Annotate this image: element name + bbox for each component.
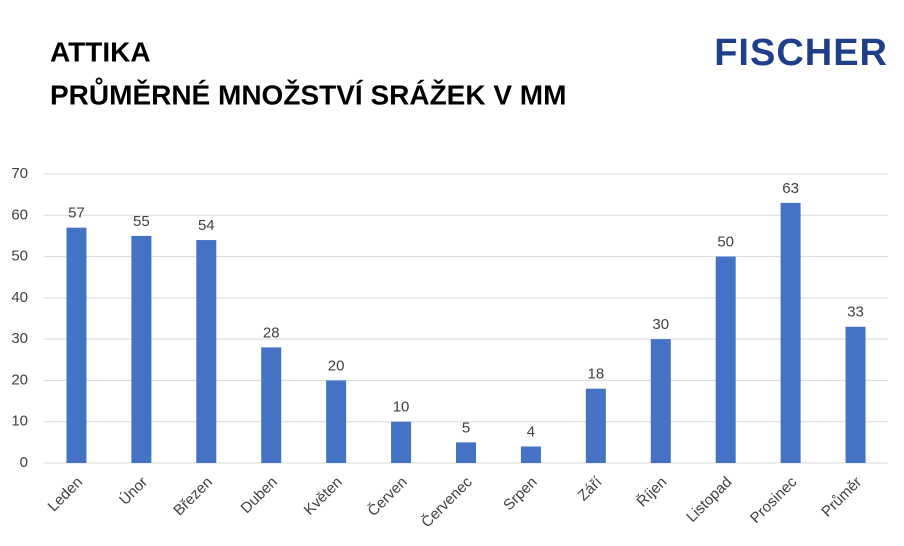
bar <box>456 442 476 463</box>
chart-subtitle: PRŮMĚRNÉ MNOŽSTVÍ SRÁŽEK V MM <box>50 77 566 110</box>
y-tick-label: 30 <box>11 330 28 347</box>
bar <box>715 256 736 463</box>
x-tick-label: Duben <box>238 474 281 517</box>
x-tick-label: Leden <box>45 474 87 516</box>
y-tick-label: 10 <box>11 413 28 430</box>
x-tick-label: Průměr <box>818 474 865 521</box>
logo: FISCHER <box>714 32 888 74</box>
chart-title: ATTIKA <box>50 36 151 67</box>
x-tick-label: Srpen <box>500 474 540 514</box>
data-label: 28 <box>263 324 280 341</box>
bar <box>66 227 87 463</box>
data-label: 54 <box>198 217 215 234</box>
data-label: 57 <box>68 205 85 222</box>
y-tick-label: 70 <box>11 165 28 182</box>
data-label: 10 <box>393 399 410 416</box>
data-label: 5 <box>462 419 470 436</box>
bar <box>585 388 606 463</box>
bar <box>131 235 152 463</box>
bar <box>261 347 282 463</box>
x-tick-label: Květen <box>301 474 346 519</box>
y-tick-label: 0 <box>20 454 28 471</box>
data-label: 63 <box>782 180 799 197</box>
bar <box>650 339 671 463</box>
bar <box>391 421 412 463</box>
bar <box>196 240 217 463</box>
y-tick-label: 20 <box>11 371 28 388</box>
data-label: 30 <box>652 316 669 333</box>
data-label: 20 <box>328 357 345 374</box>
bar <box>780 202 801 463</box>
x-tick-label: Únor <box>116 474 151 509</box>
x-tick-label: Listopad <box>683 474 735 526</box>
data-label: 50 <box>717 234 734 251</box>
x-tick-label: Říjen <box>634 474 671 511</box>
bar <box>520 446 541 463</box>
data-label: 18 <box>588 366 605 383</box>
data-label: 33 <box>847 304 864 321</box>
y-tick-label: 50 <box>11 248 28 265</box>
bar <box>845 326 866 463</box>
y-tick-label: 40 <box>11 289 28 306</box>
x-tick-label: Červenec <box>418 473 476 531</box>
data-label: 4 <box>527 423 535 440</box>
data-label: 55 <box>133 213 150 230</box>
y-tick-label: 60 <box>11 206 28 223</box>
x-tick-label: Prosinec <box>747 473 801 527</box>
bar <box>326 380 347 463</box>
x-tick-label: Září <box>575 473 606 504</box>
x-tick-label: Červen <box>364 474 410 520</box>
x-tick-label: Březen <box>170 474 216 520</box>
